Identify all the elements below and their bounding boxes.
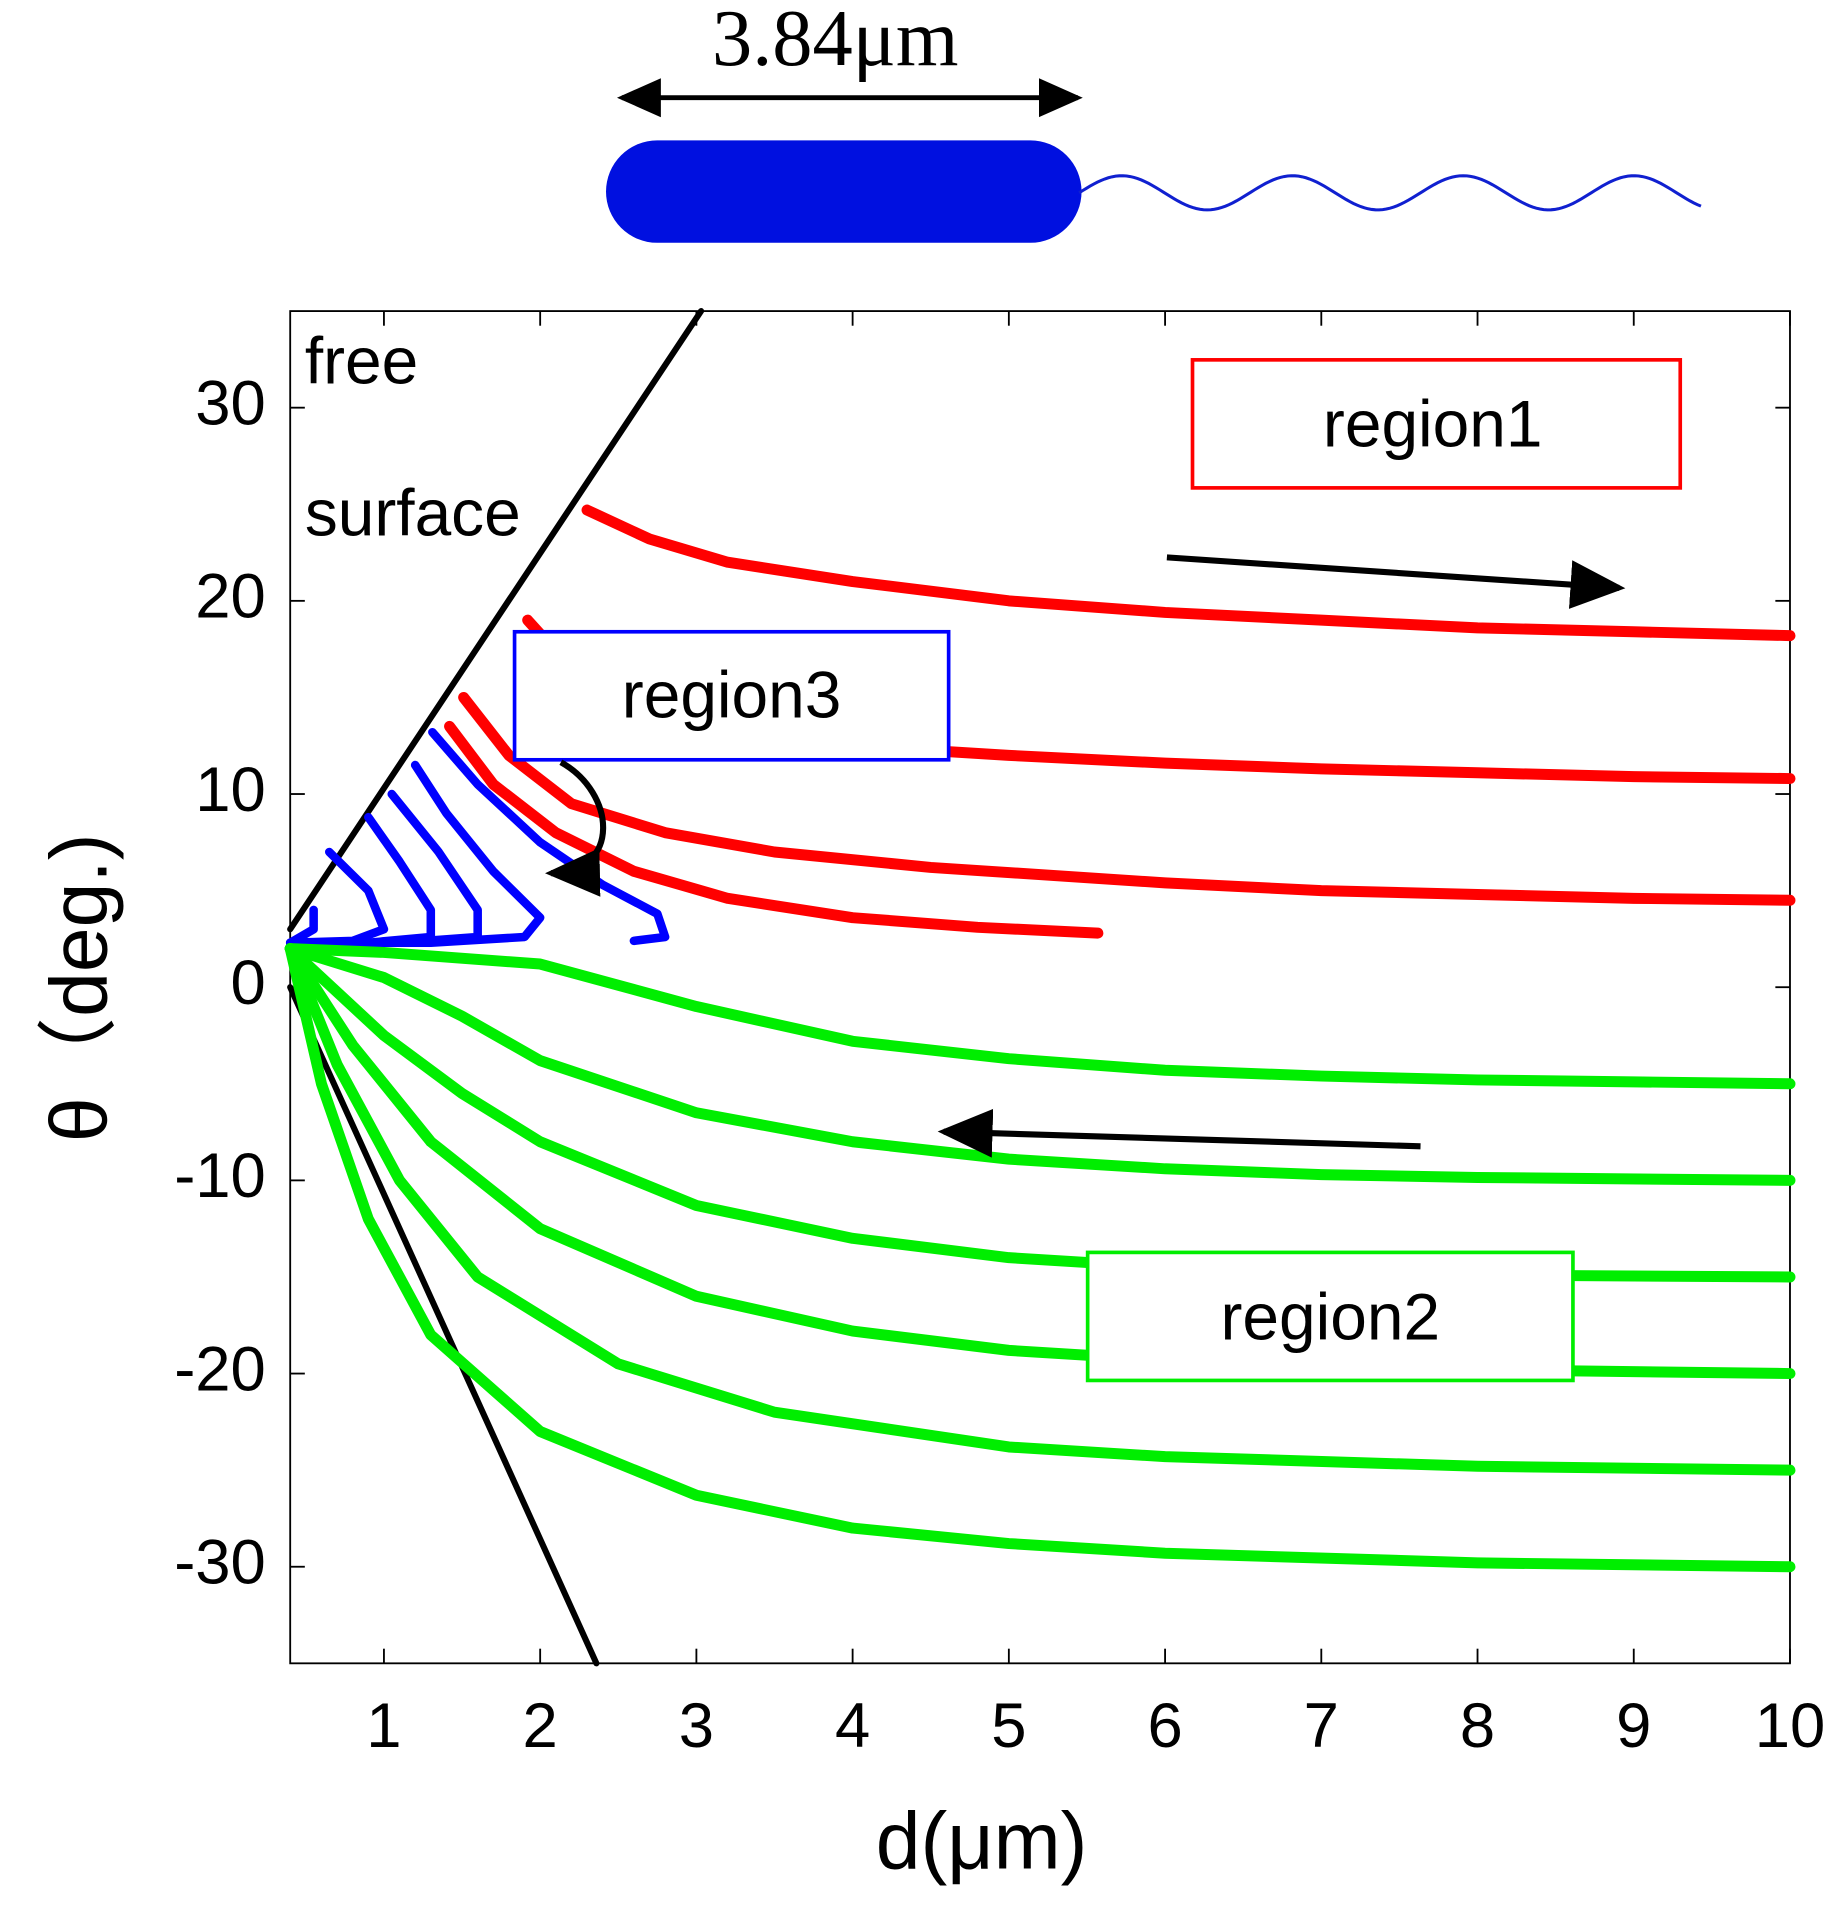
x-tick-label: 2 bbox=[523, 1691, 558, 1761]
trajectory bbox=[284, 943, 1796, 1090]
x-tick-label: 3 bbox=[679, 1691, 714, 1761]
trajectory bbox=[287, 984, 600, 1667]
y-tick-label: 20 bbox=[195, 562, 266, 632]
trajectory bbox=[285, 847, 389, 948]
x-tick-label: 8 bbox=[1460, 1691, 1495, 1761]
annotation: free bbox=[305, 323, 418, 397]
trajectory bbox=[284, 943, 1796, 1573]
trajectory bbox=[287, 308, 705, 933]
trajectory bbox=[285, 905, 318, 948]
annotation: surface bbox=[305, 476, 521, 550]
flagellum bbox=[1078, 174, 1702, 212]
trajectory bbox=[284, 943, 1796, 1186]
x-tick-label: 6 bbox=[1147, 1691, 1182, 1761]
x-tick-label: 5 bbox=[991, 1691, 1026, 1761]
y-tick-label: 10 bbox=[195, 755, 266, 825]
region-box bbox=[1190, 358, 1683, 490]
y-axis-label: θ（deg.) bbox=[35, 833, 125, 1142]
scale-label: 3.84μm bbox=[712, 0, 959, 83]
trajectory bbox=[581, 504, 1796, 642]
y-tick-label: 30 bbox=[195, 368, 266, 438]
y-tick-label: -10 bbox=[174, 1141, 266, 1211]
y-tick-label: -30 bbox=[174, 1527, 266, 1597]
direction-arrow bbox=[1166, 554, 1626, 609]
region-box bbox=[1085, 1250, 1575, 1383]
annotation: region3 bbox=[622, 657, 842, 731]
x-tick-label: 7 bbox=[1304, 1691, 1339, 1761]
x-tick-label: 9 bbox=[1616, 1691, 1651, 1761]
region-box bbox=[512, 629, 951, 762]
x-tick-label: 1 bbox=[366, 1691, 401, 1761]
trajectory bbox=[458, 691, 1796, 906]
annotation: region1 bbox=[1323, 387, 1543, 461]
trajectory bbox=[444, 720, 1104, 939]
annotation: region2 bbox=[1220, 1279, 1440, 1353]
x-tick-label: 10 bbox=[1755, 1691, 1826, 1761]
trajectory bbox=[284, 943, 1796, 1283]
trajectory bbox=[284, 943, 1796, 1476]
direction-arrow bbox=[545, 759, 607, 897]
x-tick-label: 4 bbox=[835, 1691, 870, 1761]
y-tick-label: -20 bbox=[174, 1334, 266, 1404]
y-tick-label: 0 bbox=[231, 948, 266, 1018]
direction-arrow bbox=[937, 1108, 1421, 1158]
trajectory bbox=[428, 727, 670, 946]
cell-body bbox=[606, 140, 1082, 243]
x-axis-label: d(μm) bbox=[876, 1797, 1088, 1887]
